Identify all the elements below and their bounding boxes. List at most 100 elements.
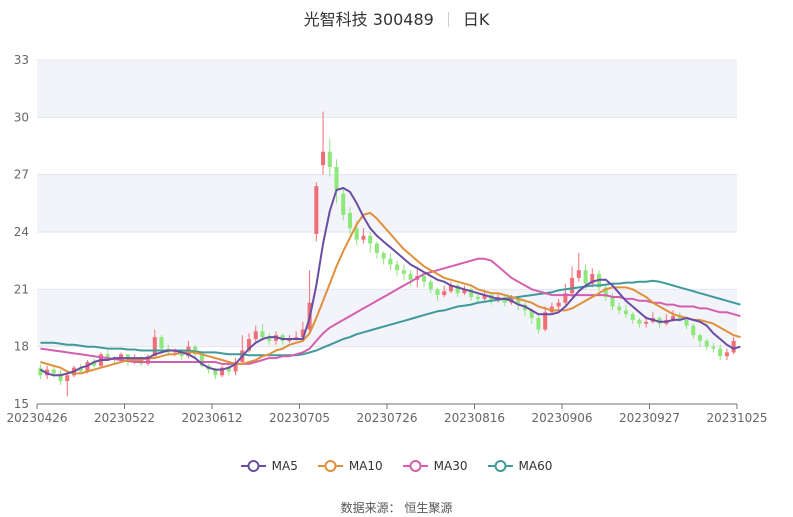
candle-body xyxy=(260,331,265,338)
chart-title: 光智科技 300489 日K xyxy=(0,6,793,30)
candle-body xyxy=(435,289,440,296)
candle-body xyxy=(199,354,204,366)
x-tick-label: 20230927 xyxy=(619,411,680,425)
x-tick-label: 20230726 xyxy=(356,411,417,425)
y-tick-label: 33 xyxy=(14,53,29,67)
candle-body xyxy=(388,258,393,265)
candle-body xyxy=(152,337,157,357)
candle-body xyxy=(724,352,729,357)
candle-body xyxy=(314,186,319,234)
candle-body xyxy=(78,367,83,372)
candle-body xyxy=(334,167,339,190)
ma-lines xyxy=(39,187,741,377)
legend-ma10[interactable]: MA10 xyxy=(317,459,383,473)
candle-body xyxy=(543,312,548,330)
legend: MA5 MA10 MA30 MA60 xyxy=(0,459,793,473)
legend-ma60[interactable]: MA60 xyxy=(487,459,553,473)
candle-body xyxy=(603,287,608,297)
y-tick-label: 15 xyxy=(14,397,29,411)
y-tick-label: 21 xyxy=(14,282,29,296)
y-tick-label: 24 xyxy=(14,225,29,239)
data-source: 数据来源： 恒生聚源 xyxy=(0,499,793,516)
candle-body xyxy=(610,296,615,307)
candle-body xyxy=(529,310,534,318)
candle-body xyxy=(704,340,709,347)
candle-body xyxy=(711,346,716,349)
candle-body xyxy=(583,270,588,284)
candle-body xyxy=(300,329,305,338)
candle-body xyxy=(718,348,723,357)
candle-body xyxy=(536,318,541,330)
candle-body xyxy=(51,369,56,374)
candle-body xyxy=(482,295,487,299)
ma10-line xyxy=(40,211,741,375)
candle-body xyxy=(213,369,218,376)
candle-body xyxy=(428,281,433,290)
x-tick-label: 20230522 xyxy=(94,411,155,425)
candles xyxy=(38,111,736,397)
x-tick-label: 20230705 xyxy=(269,411,330,425)
candle-body xyxy=(395,264,400,271)
source-value: 恒生聚源 xyxy=(404,501,453,515)
candle-body xyxy=(341,193,346,215)
candle-body xyxy=(623,310,628,315)
legend-ma30[interactable]: MA30 xyxy=(402,459,468,473)
candle-body xyxy=(576,270,581,278)
legend-ma60-label: MA60 xyxy=(518,459,553,473)
period-label: 日K xyxy=(462,10,490,29)
candle-body xyxy=(462,289,467,294)
candle-body xyxy=(516,298,521,305)
candle-body xyxy=(247,339,252,351)
candle-body xyxy=(347,212,352,229)
candle-body xyxy=(38,367,43,376)
candle-body xyxy=(630,314,635,320)
company-name: 光智科技 xyxy=(303,10,368,29)
candle-body xyxy=(321,151,326,166)
candle-body xyxy=(253,331,258,340)
kline-chart: 15 18 21 24 27 30 33 20230426 20230522 20230612 20… xyxy=(6,53,767,425)
y-tick-label: 30 xyxy=(14,110,29,124)
candle-body xyxy=(233,361,238,372)
ma10-legend-icon xyxy=(317,460,343,472)
x-tick-label: 20230816 xyxy=(444,411,505,425)
candle-body xyxy=(401,270,406,275)
candle-body xyxy=(159,337,164,349)
ma5-line xyxy=(39,187,741,377)
candle-body xyxy=(408,274,413,280)
candle-body xyxy=(442,291,447,296)
legend-ma30-label: MA30 xyxy=(433,459,468,473)
x-tick-label: 20230906 xyxy=(531,411,592,425)
candle-body xyxy=(361,235,366,240)
candle-body xyxy=(58,373,63,382)
candle-body xyxy=(146,356,151,364)
candle-body xyxy=(327,151,332,168)
candle-body xyxy=(226,367,231,372)
x-tick-label: 20230426 xyxy=(6,411,67,425)
candle-body xyxy=(677,316,682,320)
candle-body xyxy=(354,228,359,240)
candle-body xyxy=(563,293,568,303)
candle-body xyxy=(469,289,474,297)
candle-body xyxy=(697,335,702,341)
candle-body xyxy=(684,319,689,326)
candle-body xyxy=(374,243,379,254)
candle-body xyxy=(671,316,676,320)
axes: 15 18 21 24 27 30 33 20230426 20230522 20230612 20… xyxy=(6,53,767,425)
chart-background xyxy=(37,60,737,347)
y-tick-label: 27 xyxy=(14,168,29,182)
x-tick-label: 20231025 xyxy=(706,411,767,425)
candle-body xyxy=(105,354,110,359)
stock-code: 300489 xyxy=(372,10,434,29)
candle-body xyxy=(617,306,622,311)
candle-body xyxy=(381,253,386,259)
ma30-legend-icon xyxy=(402,460,428,472)
candle-body xyxy=(92,361,97,366)
ma60-line xyxy=(40,279,741,357)
candle-body xyxy=(448,285,453,292)
candle-body xyxy=(220,367,225,376)
source-label: 数据来源： xyxy=(340,501,401,515)
candle-body xyxy=(475,296,480,299)
candle-body xyxy=(644,321,649,324)
legend-ma5[interactable]: MA5 xyxy=(240,459,298,473)
candle-body xyxy=(590,274,595,284)
